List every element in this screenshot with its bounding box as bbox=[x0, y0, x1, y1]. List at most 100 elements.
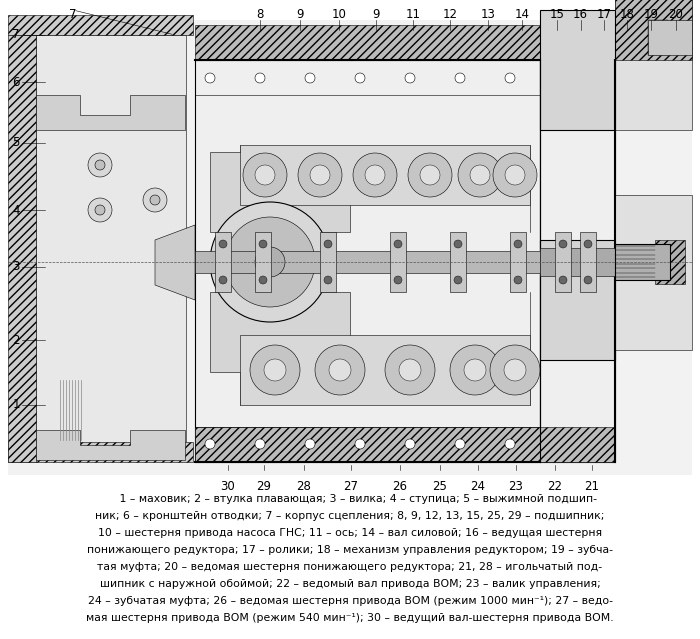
Circle shape bbox=[405, 439, 415, 449]
Text: 17: 17 bbox=[596, 8, 611, 21]
Circle shape bbox=[505, 73, 515, 83]
Circle shape bbox=[205, 73, 215, 83]
Circle shape bbox=[88, 198, 112, 222]
Circle shape bbox=[88, 153, 112, 177]
Circle shape bbox=[405, 73, 415, 83]
Bar bbox=[655, 240, 685, 284]
Bar bbox=[615, 0, 692, 130]
Circle shape bbox=[464, 359, 486, 381]
Circle shape bbox=[143, 188, 167, 212]
Circle shape bbox=[205, 439, 215, 449]
Circle shape bbox=[454, 276, 462, 284]
Circle shape bbox=[514, 240, 522, 248]
Circle shape bbox=[259, 276, 267, 284]
Text: 15: 15 bbox=[550, 8, 565, 21]
Circle shape bbox=[255, 73, 265, 83]
Text: 5: 5 bbox=[13, 137, 20, 150]
Circle shape bbox=[250, 345, 300, 395]
Text: 24 – зубчатая муфта; 26 – ведомая шестерня привода ВОМ (режим 1000 мин⁻¹); 27 – : 24 – зубчатая муфта; 26 – ведомая шестер… bbox=[88, 596, 612, 606]
Text: 25: 25 bbox=[433, 480, 447, 493]
Circle shape bbox=[264, 359, 286, 381]
Circle shape bbox=[210, 202, 330, 322]
Text: тая муфта; 20 – ведомая шестерня понижающего редуктора; 21, 28 – игольчатый под-: тая муфта; 20 – ведомая шестерня понижаю… bbox=[97, 562, 603, 572]
Circle shape bbox=[394, 276, 402, 284]
Circle shape bbox=[298, 153, 342, 197]
Circle shape bbox=[493, 153, 537, 197]
Circle shape bbox=[355, 73, 365, 83]
Circle shape bbox=[394, 240, 402, 248]
Polygon shape bbox=[36, 430, 185, 460]
Bar bbox=[615, 195, 692, 350]
Circle shape bbox=[255, 247, 285, 277]
Text: 9: 9 bbox=[372, 8, 380, 21]
Bar bbox=[540, 60, 615, 462]
Text: 22: 22 bbox=[547, 480, 563, 493]
Text: 29: 29 bbox=[256, 480, 272, 493]
Circle shape bbox=[504, 359, 526, 381]
Circle shape bbox=[150, 195, 160, 205]
Text: шипник с наружной обоймой; 22 – ведомый вал привода ВОМ; 23 – валик управления;: шипник с наружной обоймой; 22 – ведомый … bbox=[99, 579, 601, 589]
Bar bbox=[320, 232, 336, 292]
Circle shape bbox=[584, 240, 592, 248]
Bar bbox=[540, 240, 615, 360]
Text: 7: 7 bbox=[13, 29, 20, 42]
Circle shape bbox=[95, 205, 105, 215]
Bar bbox=[615, 244, 670, 280]
Circle shape bbox=[324, 276, 332, 284]
Bar bbox=[580, 232, 596, 292]
Text: 26: 26 bbox=[393, 480, 407, 493]
Bar bbox=[240, 335, 530, 405]
Bar bbox=[8, 20, 692, 475]
Circle shape bbox=[315, 345, 365, 395]
Circle shape bbox=[365, 165, 385, 185]
Circle shape bbox=[305, 73, 315, 83]
Text: 23: 23 bbox=[509, 480, 524, 493]
Bar bbox=[615, 0, 692, 60]
Text: 4: 4 bbox=[13, 203, 20, 217]
Circle shape bbox=[310, 165, 330, 185]
Circle shape bbox=[353, 153, 397, 197]
Bar bbox=[450, 232, 466, 292]
Text: 13: 13 bbox=[480, 8, 496, 21]
Circle shape bbox=[329, 359, 351, 381]
Bar bbox=[540, 248, 615, 276]
Text: 21: 21 bbox=[584, 480, 599, 493]
Bar bbox=[36, 35, 186, 460]
Bar bbox=[210, 292, 350, 372]
Bar bbox=[540, 10, 615, 130]
Bar bbox=[8, 15, 193, 35]
Bar bbox=[510, 232, 526, 292]
Text: 7: 7 bbox=[69, 8, 77, 21]
Text: 10 – шестерня привода насоса ГНС; 11 – ось; 14 – вал силовой; 16 – ведущая шесте: 10 – шестерня привода насоса ГНС; 11 – о… bbox=[98, 528, 602, 538]
Bar bbox=[540, 250, 630, 274]
Bar bbox=[648, 20, 668, 55]
Text: мая шестерня привода ВОМ (режим 540 мин⁻¹); 30 – ведущий вал-шестерня привода ВО: мая шестерня привода ВОМ (режим 540 мин⁻… bbox=[86, 613, 614, 623]
Circle shape bbox=[458, 153, 502, 197]
Text: 18: 18 bbox=[620, 8, 634, 21]
Circle shape bbox=[490, 345, 540, 395]
Bar bbox=[195, 60, 540, 462]
Text: 30: 30 bbox=[220, 480, 235, 493]
Bar bbox=[255, 232, 271, 292]
Circle shape bbox=[450, 345, 500, 395]
Text: 10: 10 bbox=[332, 8, 346, 21]
Circle shape bbox=[455, 73, 465, 83]
Circle shape bbox=[455, 439, 465, 449]
Bar bbox=[648, 20, 692, 55]
Circle shape bbox=[514, 276, 522, 284]
Text: 27: 27 bbox=[344, 480, 358, 493]
Circle shape bbox=[408, 153, 452, 197]
Bar bbox=[215, 232, 231, 292]
Polygon shape bbox=[36, 95, 185, 130]
Circle shape bbox=[385, 345, 435, 395]
Text: 12: 12 bbox=[442, 8, 458, 21]
Circle shape bbox=[95, 160, 105, 170]
Circle shape bbox=[454, 240, 462, 248]
Bar bbox=[240, 145, 530, 205]
Circle shape bbox=[559, 240, 567, 248]
Circle shape bbox=[219, 240, 227, 248]
Bar bbox=[195, 25, 540, 60]
Text: 6: 6 bbox=[13, 75, 20, 88]
Circle shape bbox=[255, 439, 265, 449]
Polygon shape bbox=[155, 225, 195, 300]
